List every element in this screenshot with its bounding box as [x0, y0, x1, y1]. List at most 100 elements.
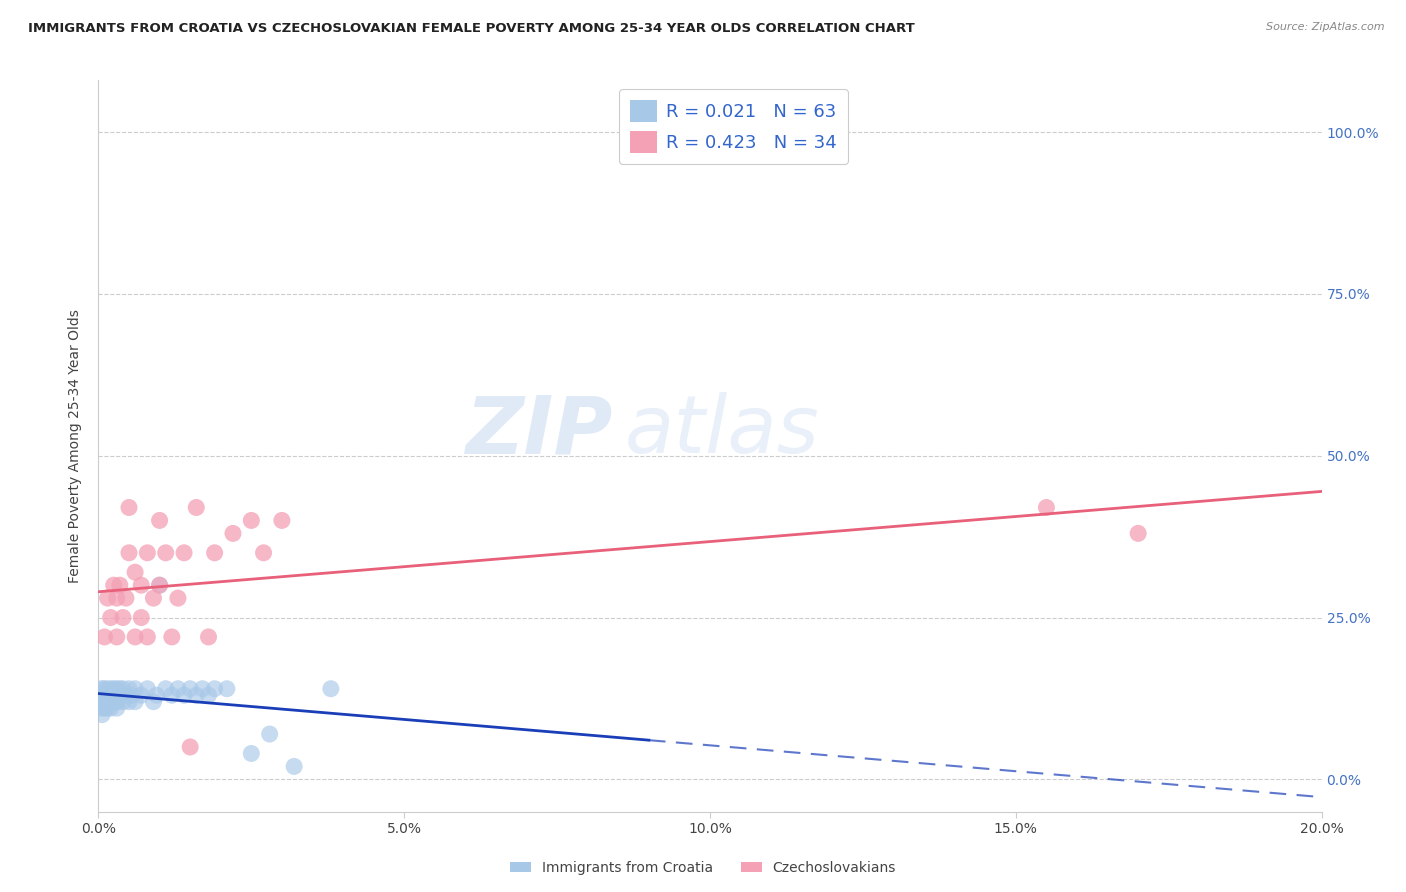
Point [105, 688, 128, 702]
Point [283, 759, 305, 773]
Point [179, 681, 201, 696]
Point [97, 688, 120, 702]
Point [93, 695, 115, 709]
Point [240, 747, 263, 761]
Point [105, 695, 128, 709]
Point [145, 688, 167, 702]
Point [111, 695, 134, 709]
Legend: R = 0.021   N = 63, R = 0.423   N = 34: R = 0.021 N = 63, R = 0.423 N = 34 [619, 89, 848, 164]
Point [142, 591, 165, 606]
Point [160, 688, 183, 702]
Point [191, 681, 214, 696]
Point [160, 630, 183, 644]
Point [204, 546, 226, 560]
Point [179, 739, 201, 754]
Point [90, 681, 112, 696]
Point [105, 695, 128, 709]
Point [96, 681, 118, 696]
Point [100, 695, 122, 709]
Point [118, 500, 141, 515]
Point [91, 688, 114, 702]
Point [111, 610, 134, 624]
Point [105, 701, 128, 715]
Point [105, 591, 128, 606]
Point [89, 695, 111, 709]
Point [124, 695, 146, 709]
Point [149, 513, 172, 527]
Point [118, 695, 141, 709]
Point [100, 688, 122, 702]
Point [100, 701, 122, 715]
Text: Source: ZipAtlas.com: Source: ZipAtlas.com [1267, 22, 1385, 32]
Point [167, 591, 190, 606]
Point [1128, 526, 1150, 541]
Point [89, 688, 111, 702]
Point [1035, 500, 1057, 515]
Point [197, 688, 219, 702]
Point [93, 681, 115, 696]
Point [97, 591, 120, 606]
Legend: Immigrants from Croatia, Czechoslovakians: Immigrants from Croatia, Czechoslovakian… [505, 855, 901, 880]
Point [111, 688, 134, 702]
Point [186, 688, 208, 702]
Point [97, 701, 120, 715]
Point [100, 610, 122, 624]
Text: ZIP: ZIP [465, 392, 612, 470]
Point [149, 578, 172, 592]
Point [155, 546, 177, 560]
Point [124, 630, 146, 644]
Point [93, 701, 115, 715]
Point [103, 578, 125, 592]
Point [149, 578, 172, 592]
Point [96, 695, 118, 709]
Point [94, 688, 117, 702]
Point [90, 701, 112, 715]
Point [167, 681, 190, 696]
Point [129, 610, 152, 624]
Point [111, 681, 134, 696]
Point [136, 681, 159, 696]
Point [222, 526, 245, 541]
Point [155, 681, 177, 696]
Point [124, 566, 146, 580]
Point [215, 681, 238, 696]
Point [103, 688, 125, 702]
Point [98, 695, 121, 709]
Point [105, 681, 128, 696]
Point [97, 688, 120, 702]
Point [173, 546, 195, 560]
Point [115, 688, 138, 702]
Point [103, 681, 125, 696]
Point [121, 688, 143, 702]
Point [270, 513, 292, 527]
Point [136, 546, 159, 560]
Point [129, 578, 152, 592]
Point [93, 688, 115, 702]
Point [105, 630, 128, 644]
Point [259, 727, 281, 741]
Point [252, 546, 274, 560]
Y-axis label: Female Poverty Among 25-34 Year Olds: Female Poverty Among 25-34 Year Olds [69, 309, 83, 583]
Point [100, 681, 122, 696]
Point [101, 695, 124, 709]
Point [108, 578, 131, 592]
Point [101, 688, 124, 702]
Text: IMMIGRANTS FROM CROATIA VS CZECHOSLOVAKIAN FEMALE POVERTY AMONG 25-34 YEAR OLDS : IMMIGRANTS FROM CROATIA VS CZECHOSLOVAKI… [28, 22, 915, 36]
Point [136, 630, 159, 644]
Point [108, 681, 131, 696]
Point [197, 630, 219, 644]
Point [91, 707, 114, 722]
Point [186, 500, 208, 515]
Point [118, 546, 141, 560]
Point [118, 681, 141, 696]
Text: atlas: atlas [624, 392, 820, 470]
Point [124, 681, 146, 696]
Point [93, 688, 115, 702]
Point [240, 513, 263, 527]
Point [115, 591, 138, 606]
Point [97, 695, 120, 709]
Point [319, 681, 342, 696]
Point [142, 695, 165, 709]
Point [93, 630, 115, 644]
Point [173, 688, 195, 702]
